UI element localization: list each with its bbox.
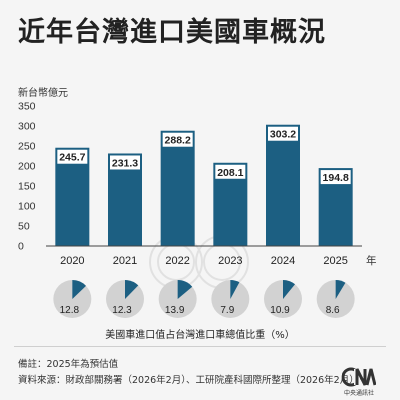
x-axis-unit-label: 年 xyxy=(366,254,377,267)
pie-slice-2023 xyxy=(230,280,240,299)
pie-value-label-2020: 12.8 xyxy=(60,305,80,316)
x-tick-label-2020: 2020 xyxy=(60,255,84,267)
x-tick-label-2025: 2025 xyxy=(323,255,347,267)
bar-2022 xyxy=(160,130,195,246)
footer-divider xyxy=(14,346,386,347)
pie-slice-2025 xyxy=(335,280,346,299)
bar-label-bg-2023 xyxy=(215,164,246,179)
x-tick-label-2021: 2021 xyxy=(113,255,137,267)
bar-2020 xyxy=(55,147,90,246)
bar-value-label-2020: 245.7 xyxy=(59,152,85,164)
pie-slice-2020 xyxy=(72,280,87,299)
y-axis-unit-label: 新台幣億元 xyxy=(18,88,68,99)
logo-text: 中央通訊社 xyxy=(343,390,374,397)
pie-value-label-2024: 10.9 xyxy=(270,305,290,316)
x-tick-label-2023: 2023 xyxy=(218,255,242,267)
bar-label-bg-2020 xyxy=(57,149,88,164)
bar-label-bg-2021 xyxy=(110,155,140,170)
y-tick-label-1: 50 xyxy=(18,221,30,233)
pie-slice-2022 xyxy=(177,280,193,299)
pie-slice-2024 xyxy=(283,280,296,299)
y-tick-label-0: 0 xyxy=(18,241,24,253)
y-tick-label-3: 150 xyxy=(18,181,36,193)
bar-value-label-2022: 288.2 xyxy=(165,135,191,147)
footnote: 備註：2025年為預估值 xyxy=(18,359,119,370)
cna-logo-icon xyxy=(342,367,376,387)
pie-slice-2021 xyxy=(125,280,139,299)
bar-value-label-2024: 303.2 xyxy=(270,129,296,141)
pie-value-label-2021: 12.3 xyxy=(112,305,132,316)
y-tick-label-6: 300 xyxy=(18,121,36,133)
y-tick-label-7: 350 xyxy=(18,101,36,113)
y-tick-label-4: 200 xyxy=(18,161,36,173)
pie-caption: 美國車進口值占台灣進口車總值比重（%） xyxy=(105,330,295,341)
bar-value-label-2025: 194.8 xyxy=(323,172,349,184)
bar-label-bg-2025 xyxy=(320,170,351,185)
bar-label-bg-2024 xyxy=(268,126,298,141)
x-tick-label-2024: 2024 xyxy=(271,255,295,267)
bar-2024 xyxy=(266,124,300,246)
bar-value-label-2021: 231.3 xyxy=(112,157,138,169)
x-tick-label-2022: 2022 xyxy=(165,255,189,267)
bar-label-bg-2022 xyxy=(162,132,193,147)
source-note: 資料來源：財政部關務署（2026年2月）、工研院產科國際所整理（2026年2月） xyxy=(18,375,359,386)
y-tick-label-5: 250 xyxy=(18,141,36,153)
y-tick-label-2: 100 xyxy=(18,201,36,213)
bar-value-label-2023: 208.1 xyxy=(217,167,243,179)
pie-value-label-2023: 7.9 xyxy=(220,305,234,316)
pie-value-label-2025: 8.6 xyxy=(326,305,340,316)
chart-title: 近年台灣進口美國車概況 xyxy=(18,17,326,48)
pie-value-label-2022: 13.9 xyxy=(165,305,185,316)
